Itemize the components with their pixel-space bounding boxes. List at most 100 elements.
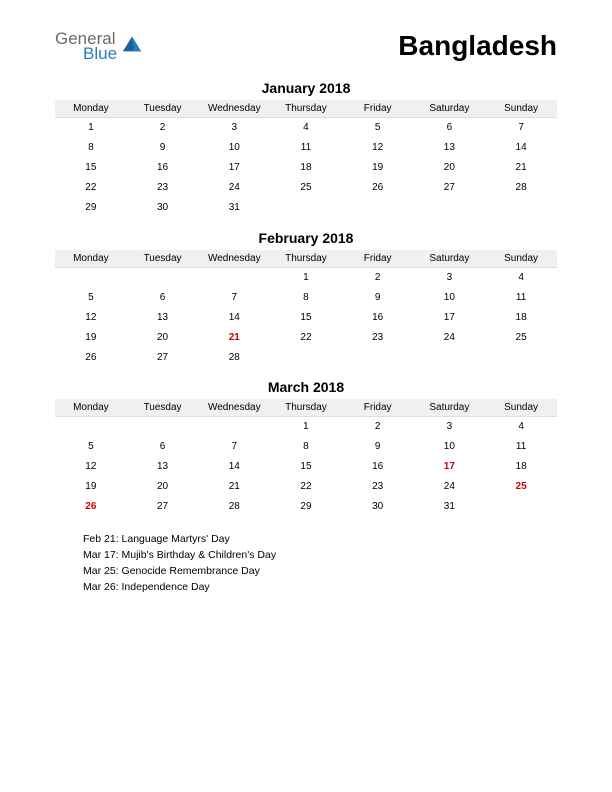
logo-text: General Blue <box>55 30 117 62</box>
day-cell: 19 <box>55 477 127 497</box>
day-cell: 12 <box>55 307 127 327</box>
day-cell: 16 <box>342 457 414 477</box>
day-cell <box>414 198 486 218</box>
day-cell <box>55 417 127 437</box>
day-cell: 24 <box>414 477 486 497</box>
day-cell: 2 <box>342 267 414 287</box>
day-cell: 7 <box>485 118 557 138</box>
day-cell: 22 <box>55 178 127 198</box>
day-header: Saturday <box>414 250 486 268</box>
calendar-table: MondayTuesdayWednesdayThursdayFridaySatu… <box>55 399 557 517</box>
day-cell: 14 <box>198 457 270 477</box>
day-cell <box>485 497 557 517</box>
day-cell: 26 <box>55 497 127 517</box>
day-cell: 1 <box>55 118 127 138</box>
day-cell: 25 <box>485 327 557 347</box>
day-cell: 12 <box>55 457 127 477</box>
day-header: Saturday <box>414 399 486 417</box>
day-cell: 3 <box>414 267 486 287</box>
table-row: 12131415161718 <box>55 307 557 327</box>
day-cell: 8 <box>55 138 127 158</box>
table-row: 1234567 <box>55 118 557 138</box>
day-cell: 11 <box>485 287 557 307</box>
table-row: 891011121314 <box>55 138 557 158</box>
day-cell: 7 <box>198 437 270 457</box>
month-block: February 2018 MondayTuesdayWednesdayThurs… <box>55 230 557 368</box>
day-cell: 21 <box>198 327 270 347</box>
day-header: Thursday <box>270 100 342 118</box>
day-header: Thursday <box>270 250 342 268</box>
day-cell: 23 <box>342 477 414 497</box>
day-cell: 25 <box>485 477 557 497</box>
day-cell: 24 <box>198 178 270 198</box>
day-cell: 14 <box>485 138 557 158</box>
day-cell <box>342 198 414 218</box>
day-cell: 26 <box>55 347 127 367</box>
table-row: 262728 <box>55 347 557 367</box>
day-cell: 10 <box>198 138 270 158</box>
day-cell: 16 <box>342 307 414 327</box>
day-cell: 31 <box>414 497 486 517</box>
day-header: Tuesday <box>127 250 199 268</box>
day-header: Wednesday <box>198 399 270 417</box>
day-cell <box>127 417 199 437</box>
day-cell: 22 <box>270 477 342 497</box>
day-cell: 21 <box>485 158 557 178</box>
day-cell: 18 <box>485 307 557 327</box>
day-cell: 9 <box>342 287 414 307</box>
day-cell: 11 <box>485 437 557 457</box>
day-cell: 9 <box>342 437 414 457</box>
day-cell: 27 <box>414 178 486 198</box>
day-cell: 1 <box>270 417 342 437</box>
day-cell: 3 <box>198 118 270 138</box>
day-cell: 5 <box>55 437 127 457</box>
table-row: 15161718192021 <box>55 158 557 178</box>
calendar-table: MondayTuesdayWednesdayThursdayFridaySatu… <box>55 250 557 368</box>
day-cell: 17 <box>414 457 486 477</box>
table-row: 19202122232425 <box>55 477 557 497</box>
day-header: Monday <box>55 399 127 417</box>
day-cell <box>270 347 342 367</box>
day-cell: 26 <box>342 178 414 198</box>
month-title: March 2018 <box>55 379 557 395</box>
day-cell: 25 <box>270 178 342 198</box>
day-cell: 28 <box>198 347 270 367</box>
day-cell: 30 <box>127 198 199 218</box>
holiday-item: Feb 21: Language Martyrs' Day <box>83 531 557 547</box>
day-header: Tuesday <box>127 399 199 417</box>
day-cell: 31 <box>198 198 270 218</box>
day-header: Saturday <box>414 100 486 118</box>
calendar-table: MondayTuesdayWednesdayThursdayFridaySatu… <box>55 100 557 218</box>
day-cell: 13 <box>414 138 486 158</box>
months-container: January 2018MondayTuesdayWednesdayThursd… <box>55 80 557 517</box>
day-header: Monday <box>55 100 127 118</box>
table-row: 262728293031 <box>55 497 557 517</box>
day-cell: 18 <box>485 457 557 477</box>
day-header: Monday <box>55 250 127 268</box>
day-cell: 20 <box>414 158 486 178</box>
day-cell: 28 <box>198 497 270 517</box>
day-cell <box>198 417 270 437</box>
day-cell: 6 <box>414 118 486 138</box>
month-title: February 2018 <box>55 230 557 246</box>
day-cell: 15 <box>270 457 342 477</box>
day-cell: 27 <box>127 497 199 517</box>
day-cell: 14 <box>198 307 270 327</box>
day-cell: 23 <box>342 327 414 347</box>
day-cell: 1 <box>270 267 342 287</box>
day-cell: 4 <box>485 417 557 437</box>
triangle-icon <box>121 33 143 55</box>
day-cell: 20 <box>127 327 199 347</box>
holiday-item: Mar 25: Genocide Remembrance Day <box>83 563 557 579</box>
day-cell: 13 <box>127 457 199 477</box>
month-block: March 2018 MondayTuesdayWednesdayThursday… <box>55 379 557 517</box>
holiday-item: Mar 17: Mujib's Birthday & Children's Da… <box>83 547 557 563</box>
day-header: Wednesday <box>198 250 270 268</box>
day-cell: 10 <box>414 287 486 307</box>
day-cell: 6 <box>127 287 199 307</box>
table-row: 12131415161718 <box>55 457 557 477</box>
day-cell: 28 <box>485 178 557 198</box>
day-cell: 10 <box>414 437 486 457</box>
table-row: 567891011 <box>55 437 557 457</box>
table-row: 19202122232425 <box>55 327 557 347</box>
